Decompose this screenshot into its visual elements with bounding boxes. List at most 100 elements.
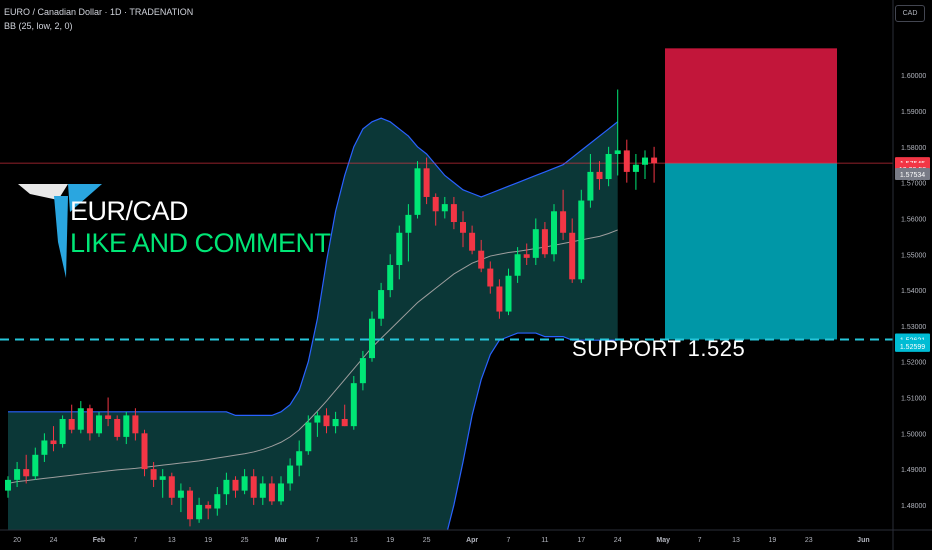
candle-body — [68, 418, 75, 430]
candle-body — [159, 476, 166, 480]
candle — [605, 146, 612, 187]
x-tick-label: 25 — [423, 537, 431, 544]
candle — [114, 415, 121, 441]
candle — [96, 411, 102, 437]
x-tick-label: 7 — [315, 537, 319, 544]
candle-body — [487, 268, 494, 287]
candle-body — [141, 433, 148, 470]
candle-body — [86, 408, 93, 434]
candle — [141, 429, 148, 477]
candle-body — [59, 418, 66, 445]
candle-body — [578, 200, 585, 280]
candle-body — [268, 483, 275, 502]
candle — [250, 469, 257, 505]
indicator-legend[interactable]: BB (25, low, 2, 0) — [4, 21, 73, 31]
candle — [287, 458, 294, 491]
candle-body — [232, 479, 239, 491]
candle-body — [168, 476, 175, 498]
candle — [596, 161, 603, 190]
x-tick-label: 25 — [241, 537, 249, 544]
candle — [314, 411, 321, 437]
candle-body — [105, 415, 112, 419]
candle — [614, 89, 621, 176]
brand-logo — [18, 184, 102, 278]
x-tick-label: 24 — [614, 537, 622, 544]
currency-button[interactable]: CAD — [895, 5, 925, 22]
candle-body — [341, 418, 348, 427]
x-tick-label: 11 — [541, 537, 548, 544]
candle-body — [41, 440, 48, 455]
candle-body — [605, 153, 612, 180]
y-tick-label: 1.48000 — [901, 503, 926, 510]
candle — [232, 476, 239, 498]
candle — [59, 415, 66, 448]
candle-body — [478, 250, 485, 269]
candle — [532, 218, 539, 265]
candle-body — [32, 454, 39, 477]
candle-body — [177, 490, 184, 498]
candle-body — [323, 415, 330, 427]
candle-body — [642, 157, 648, 165]
brand-cta: LIKE AND COMMENT — [70, 228, 331, 258]
candle — [323, 408, 330, 434]
brand-pair: EUR/CAD — [70, 196, 189, 226]
candle — [159, 469, 166, 498]
candle-body — [623, 150, 630, 172]
candle-body — [423, 168, 430, 197]
candle — [41, 433, 48, 462]
candle — [5, 476, 11, 498]
candle-body — [287, 465, 294, 484]
candle-body — [259, 483, 266, 498]
candle — [205, 501, 212, 520]
candle — [396, 225, 403, 280]
candle — [214, 487, 221, 516]
candle-body — [314, 415, 321, 423]
x-tick-label: 23 — [805, 537, 813, 544]
y-tick-label: 1.54000 — [901, 288, 926, 295]
candle — [50, 426, 57, 452]
candle — [551, 204, 557, 262]
stop-loss-zone — [665, 48, 837, 164]
y-tick-label: 1.59000 — [901, 109, 926, 116]
candle — [560, 189, 567, 240]
candle-body — [5, 479, 11, 491]
candle-body — [296, 451, 303, 466]
candle-body — [441, 204, 448, 212]
take-profit-zone — [665, 163, 837, 340]
candle — [414, 161, 421, 219]
price-tag-bg — [895, 168, 930, 181]
candle — [523, 243, 530, 265]
candle — [569, 218, 576, 283]
candle-body — [505, 275, 512, 312]
candle-body — [414, 168, 421, 215]
candle-body — [96, 415, 102, 434]
candle-body — [187, 490, 193, 520]
candle-body — [387, 265, 394, 291]
candle — [350, 376, 357, 430]
candle — [487, 261, 494, 294]
candle-body — [369, 318, 375, 359]
candle — [469, 225, 476, 255]
candle — [23, 454, 30, 484]
price-tag-bg — [895, 339, 930, 352]
candle — [86, 404, 93, 441]
candle — [196, 497, 203, 523]
candle — [14, 461, 21, 488]
candle — [642, 150, 648, 180]
candle-body — [405, 214, 412, 233]
candle-body — [532, 229, 539, 258]
candle-body — [541, 229, 548, 255]
candle — [387, 254, 394, 298]
candle-body — [651, 157, 658, 164]
candle-body — [250, 476, 257, 498]
candle — [150, 461, 157, 488]
x-tick-label: Feb — [93, 537, 105, 544]
candle — [432, 193, 439, 226]
candle — [541, 222, 548, 258]
candle-body — [523, 254, 530, 258]
candle — [132, 408, 139, 441]
candle — [268, 476, 275, 505]
candle — [241, 469, 248, 495]
